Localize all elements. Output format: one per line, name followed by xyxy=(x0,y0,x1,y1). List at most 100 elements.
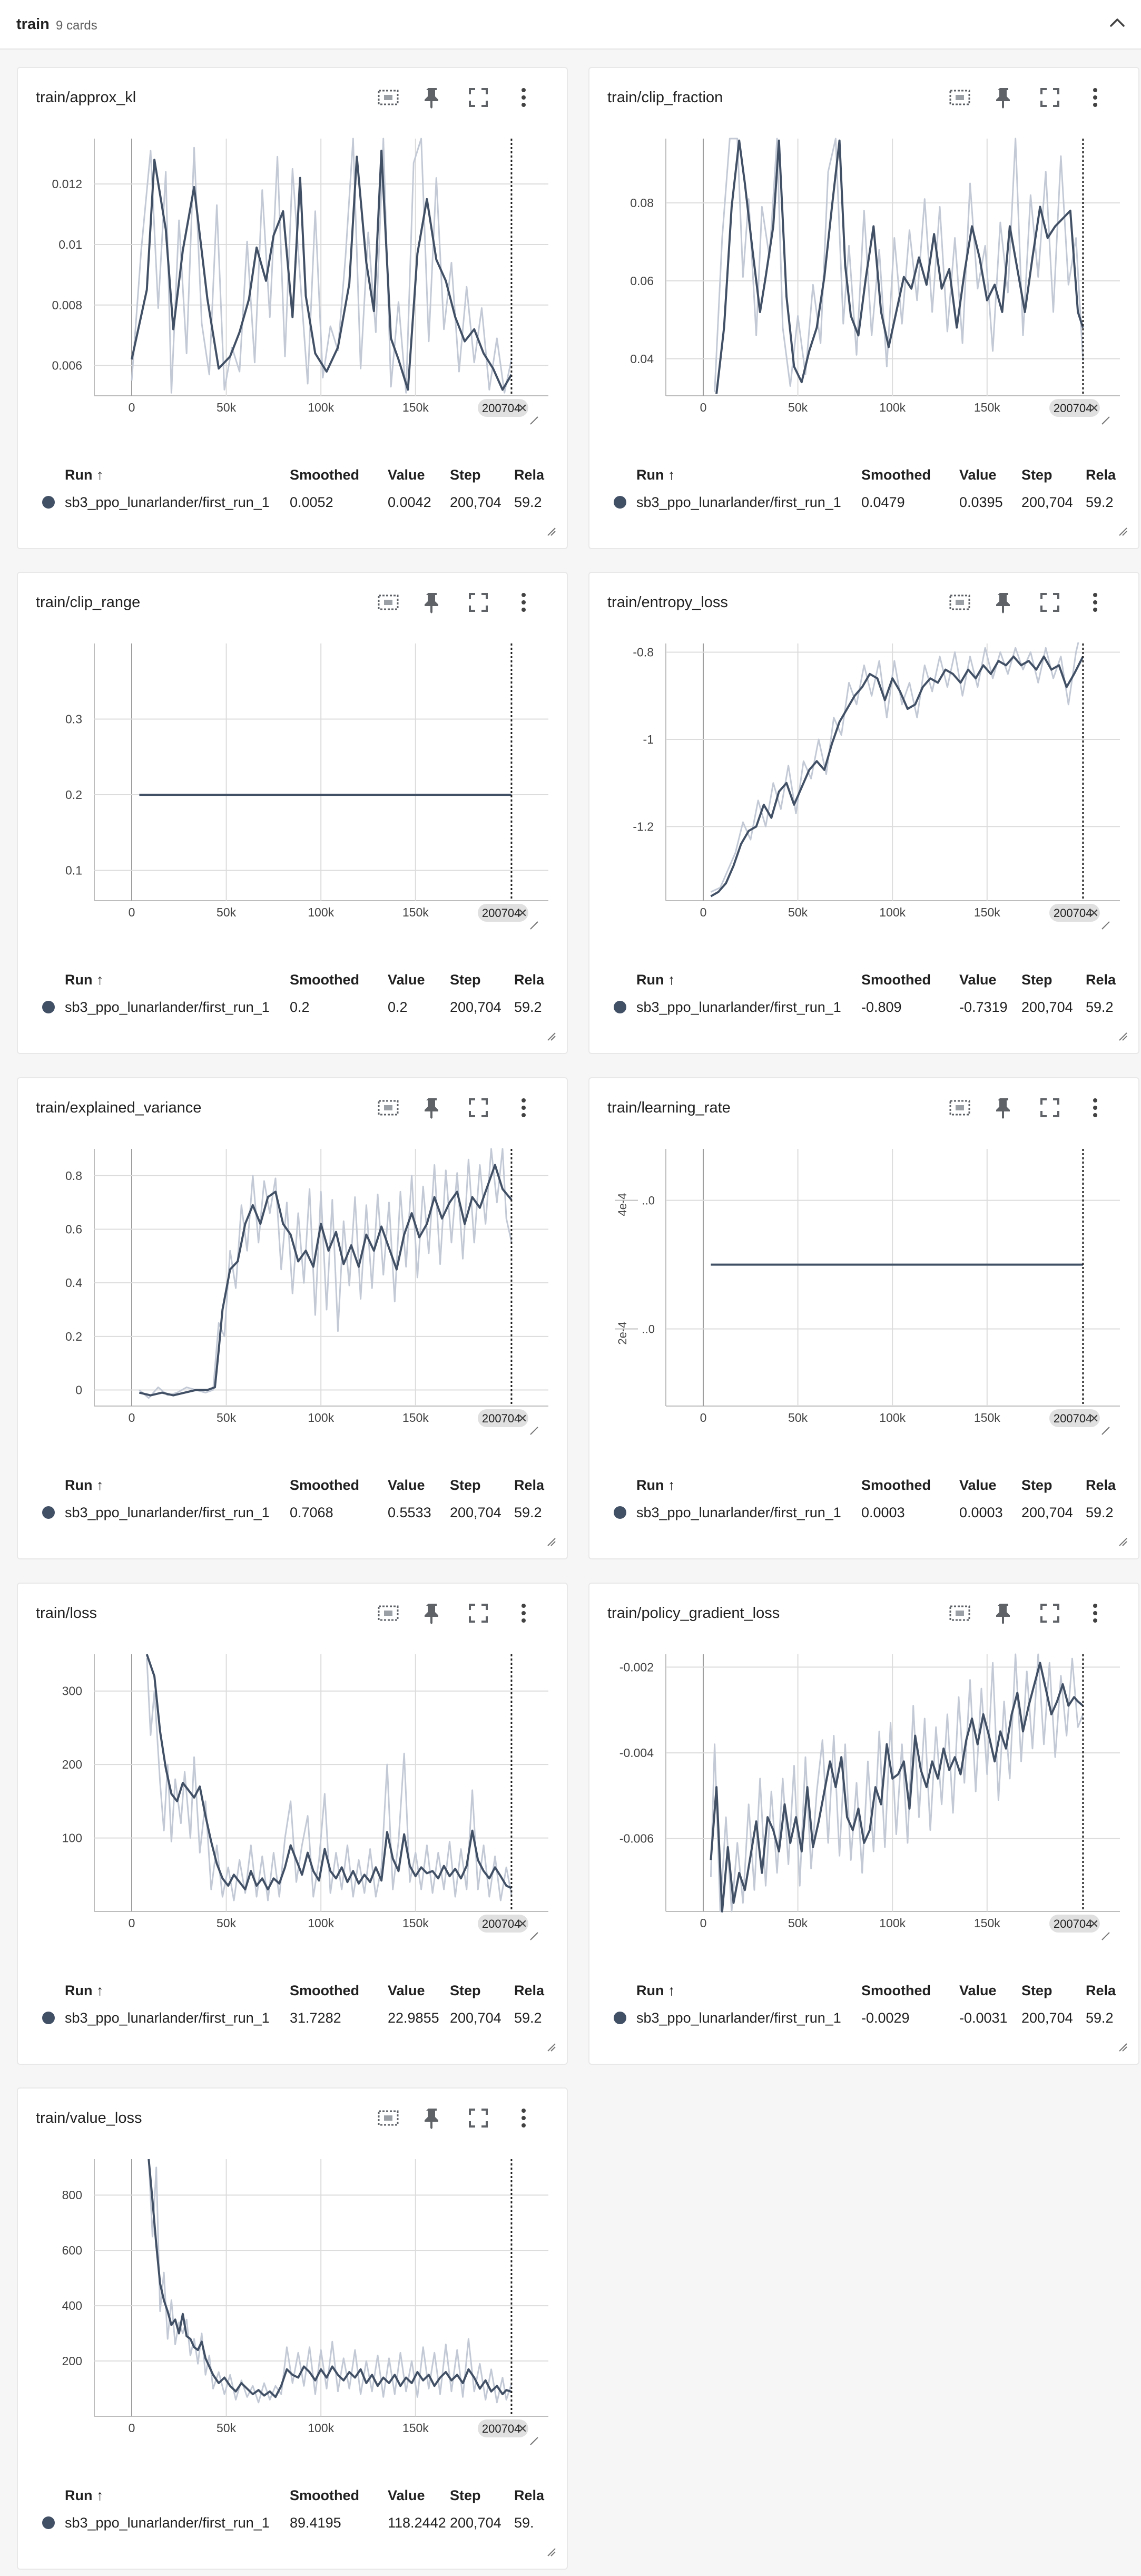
more-vert-icon[interactable] xyxy=(509,1093,538,1123)
pin-icon[interactable] xyxy=(418,588,447,617)
resize-handle-icon[interactable] xyxy=(1117,526,1128,536)
column-header-run[interactable]: Run ↑ xyxy=(636,467,675,483)
column-header-value[interactable]: Value xyxy=(388,467,425,483)
pin-icon[interactable] xyxy=(418,1093,447,1123)
fullscreen-icon[interactable] xyxy=(1035,83,1065,112)
pin-icon[interactable] xyxy=(989,1598,1019,1628)
column-header-smoothed[interactable]: Smoothed xyxy=(861,1983,931,1998)
pin-icon[interactable] xyxy=(418,2103,447,2133)
resize-handle-icon[interactable] xyxy=(546,1031,556,1041)
column-header-relative[interactable]: Rela xyxy=(1086,972,1116,988)
resize-handle-icon[interactable] xyxy=(1117,1031,1128,1041)
column-header-step[interactable]: Step xyxy=(450,972,481,988)
line-chart[interactable]: 0 0.2 0.4 0.6 0.8 0 50k 100k 150k 200704✕ xyxy=(18,1130,569,1467)
more-vert-icon[interactable] xyxy=(509,83,538,112)
fit-domain-icon[interactable] xyxy=(945,83,975,112)
column-header-value[interactable]: Value xyxy=(388,1983,425,1998)
column-header-relative[interactable]: Rela xyxy=(514,1983,545,1998)
fit-domain-icon[interactable] xyxy=(373,83,403,112)
column-header-step[interactable]: Step xyxy=(1021,972,1053,988)
line-chart[interactable]: 100 200 300 0 50k 100k 150k 200704✕ xyxy=(18,1635,569,1973)
column-header-run[interactable]: Run ↑ xyxy=(65,467,104,483)
line-chart[interactable]: 200 400 600 800 0 50k 100k 150k 200704✕ xyxy=(18,2140,569,2477)
column-header-smoothed[interactable]: Smoothed xyxy=(861,467,931,483)
step-chip-close-icon[interactable]: ✕ xyxy=(518,402,527,415)
column-header-smoothed[interactable]: Smoothed xyxy=(290,2487,359,2503)
fullscreen-icon[interactable] xyxy=(1035,1093,1065,1123)
resize-handle-icon[interactable] xyxy=(546,526,556,536)
line-chart[interactable]: -0.006 -0.004 -0.002 0 50k 100k 150k 200704✕ xyxy=(589,1635,1140,1973)
pin-icon[interactable] xyxy=(989,1093,1019,1123)
column-header-relative[interactable]: Rela xyxy=(514,467,545,483)
column-header-step[interactable]: Step xyxy=(1021,1477,1053,1493)
fit-domain-icon[interactable] xyxy=(373,2103,403,2133)
fit-domain-icon[interactable] xyxy=(945,1093,975,1123)
column-header-relative[interactable]: Rela xyxy=(514,1477,545,1493)
fullscreen-icon[interactable] xyxy=(1035,588,1065,617)
more-vert-icon[interactable] xyxy=(1080,1598,1110,1628)
column-header-value[interactable]: Value xyxy=(959,467,997,483)
column-header-step[interactable]: Step xyxy=(450,1983,481,1998)
pin-icon[interactable] xyxy=(989,588,1019,617)
step-chip-close-icon[interactable]: ✕ xyxy=(1089,906,1099,920)
column-header-step[interactable]: Step xyxy=(450,1477,481,1493)
more-vert-icon[interactable] xyxy=(509,1598,538,1628)
resize-handle-icon[interactable] xyxy=(546,1536,556,1547)
column-header-smoothed[interactable]: Smoothed xyxy=(861,972,931,988)
line-chart[interactable]: 0.006 0.008 0.01 0.012 0 50k 100k 150k 200704✕ xyxy=(18,120,569,457)
column-header-smoothed[interactable]: Smoothed xyxy=(290,1477,359,1493)
step-chip-close-icon[interactable]: ✕ xyxy=(1089,1917,1099,1930)
fit-domain-icon[interactable] xyxy=(945,588,975,617)
line-chart[interactable]: -1.2 -1 -0.8 0 50k 100k 150k 200704✕ xyxy=(589,625,1140,962)
fullscreen-icon[interactable] xyxy=(464,1093,493,1123)
column-header-value[interactable]: Value xyxy=(388,972,425,988)
column-header-step[interactable]: Step xyxy=(450,467,481,483)
column-header-step[interactable]: Step xyxy=(1021,467,1053,483)
resize-handle-icon[interactable] xyxy=(546,2042,556,2052)
column-header-relative[interactable]: Rela xyxy=(1086,1983,1116,1998)
column-header-smoothed[interactable]: Smoothed xyxy=(861,1477,931,1493)
column-header-run[interactable]: Run ↑ xyxy=(65,1983,104,1998)
column-header-value[interactable]: Value xyxy=(959,1983,997,1998)
column-header-relative[interactable]: Rela xyxy=(1086,1477,1116,1493)
fit-domain-icon[interactable] xyxy=(373,588,403,617)
line-chart[interactable]: 0.1 0.2 0.3 0 50k 100k 150k 200704✕ xyxy=(18,625,569,962)
step-chip-close-icon[interactable]: ✕ xyxy=(518,2422,527,2435)
fit-domain-icon[interactable] xyxy=(945,1598,975,1628)
fullscreen-icon[interactable] xyxy=(464,1598,493,1628)
step-chip-close-icon[interactable]: ✕ xyxy=(518,1917,527,1930)
column-header-relative[interactable]: Rela xyxy=(1086,467,1116,483)
column-header-value[interactable]: Value xyxy=(959,1477,997,1493)
column-header-value[interactable]: Value xyxy=(959,972,997,988)
column-header-run[interactable]: Run ↑ xyxy=(65,1477,104,1493)
fit-domain-icon[interactable] xyxy=(373,1598,403,1628)
pin-icon[interactable] xyxy=(989,83,1019,112)
column-header-run[interactable]: Run ↑ xyxy=(636,1983,675,1998)
more-vert-icon[interactable] xyxy=(1080,588,1110,617)
column-header-run[interactable]: Run ↑ xyxy=(636,972,675,988)
column-header-smoothed[interactable]: Smoothed xyxy=(290,467,359,483)
column-header-value[interactable]: Value xyxy=(388,2487,425,2503)
line-chart[interactable]: 2e-4 ..0 4e-4 ..0 0 50k 100k 150k 200704✕ xyxy=(589,1130,1140,1467)
step-chip-close-icon[interactable]: ✕ xyxy=(1089,402,1099,415)
more-vert-icon[interactable] xyxy=(1080,1093,1110,1123)
column-header-smoothed[interactable]: Smoothed xyxy=(290,972,359,988)
fullscreen-icon[interactable] xyxy=(464,83,493,112)
step-chip-close-icon[interactable]: ✕ xyxy=(1089,1412,1099,1425)
column-header-step[interactable]: Step xyxy=(1021,1983,1053,1998)
section-header[interactable]: train 9 cards xyxy=(0,0,1141,50)
column-header-relative[interactable]: Rela xyxy=(514,2487,545,2503)
resize-handle-icon[interactable] xyxy=(1117,1536,1128,1547)
column-header-relative[interactable]: Rela xyxy=(514,972,545,988)
fullscreen-icon[interactable] xyxy=(464,2103,493,2133)
chevron-up-icon[interactable] xyxy=(1104,9,1130,36)
step-chip-close-icon[interactable]: ✕ xyxy=(518,906,527,920)
step-chip-close-icon[interactable]: ✕ xyxy=(518,1412,527,1425)
resize-handle-icon[interactable] xyxy=(1117,2042,1128,2052)
line-chart[interactable]: 0.04 0.06 0.08 0 50k 100k 150k 200704✕ xyxy=(589,120,1140,457)
column-header-run[interactable]: Run ↑ xyxy=(636,1477,675,1493)
column-header-value[interactable]: Value xyxy=(388,1477,425,1493)
resize-handle-icon[interactable] xyxy=(546,2546,556,2557)
more-vert-icon[interactable] xyxy=(1080,83,1110,112)
column-header-step[interactable]: Step xyxy=(450,2487,481,2503)
